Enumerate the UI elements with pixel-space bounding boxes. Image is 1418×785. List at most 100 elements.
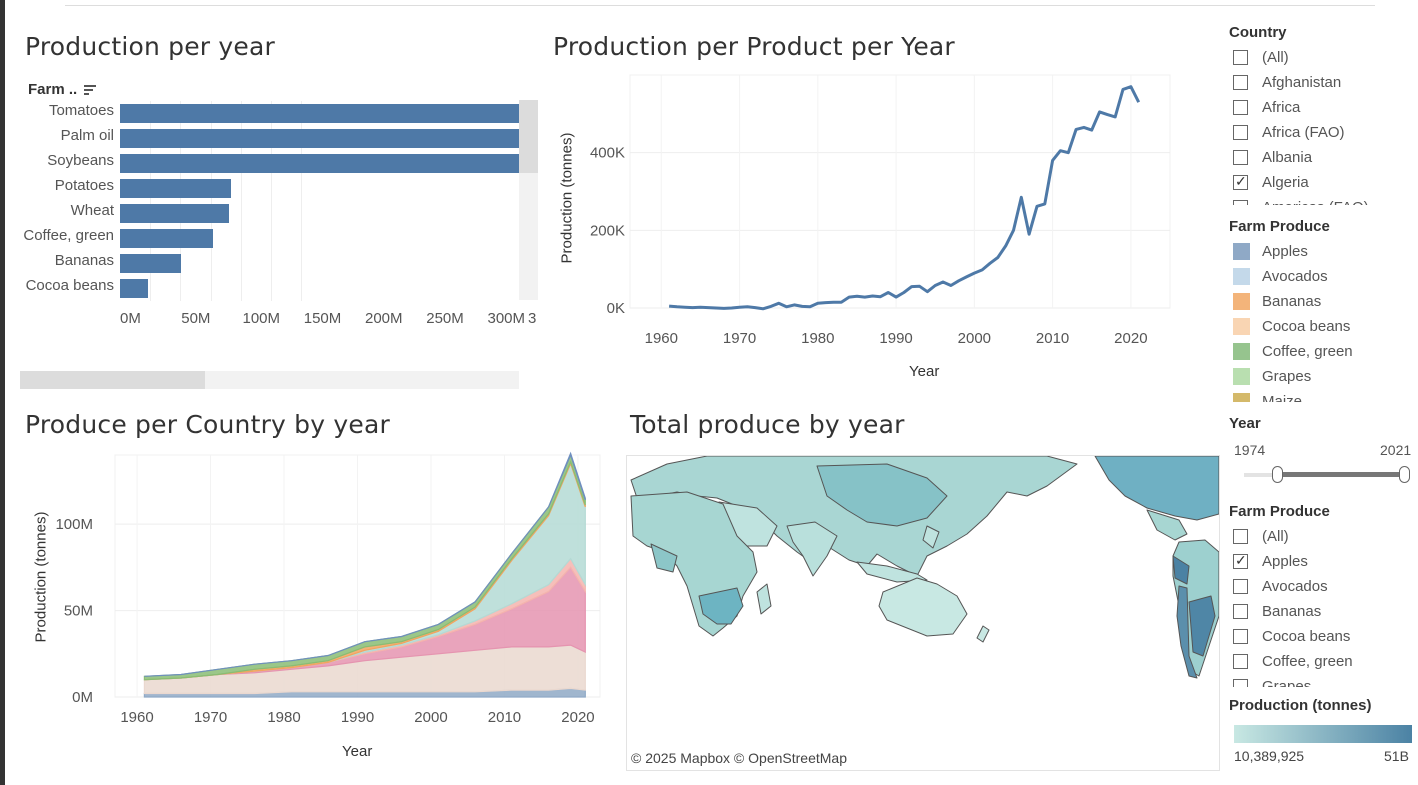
- line-x-tick: 2020: [1114, 330, 1147, 347]
- line-y-tick: 200K: [590, 222, 625, 239]
- bar-wheat[interactable]: [120, 204, 229, 223]
- bar-horizontal-scrollbar[interactable]: [20, 371, 519, 389]
- produce-legend-item[interactable]: Apples: [1233, 239, 1308, 264]
- country-filter-option[interactable]: Albania: [1233, 145, 1312, 170]
- produce-filter-checkbox[interactable]: [1233, 529, 1248, 544]
- produce-filter-checkbox[interactable]: [1233, 679, 1248, 687]
- bar-x-tick: 300M: [487, 310, 526, 327]
- produce-filter-option-label: Grapes: [1262, 678, 1312, 687]
- area-y-tick: 50M: [64, 603, 93, 620]
- country-filter-option-label: (All): [1262, 49, 1289, 66]
- produce-filter-checkbox[interactable]: [1233, 552, 1248, 569]
- produce-legend-item[interactable]: Maize: [1233, 389, 1302, 402]
- country-filter-option[interactable]: Algeria: [1233, 170, 1309, 195]
- bar-bananas[interactable]: [120, 254, 181, 273]
- country-filter-checkbox[interactable]: [1233, 173, 1248, 190]
- country-filter-option-label: Algeria: [1262, 174, 1309, 191]
- map-region-australia: [878, 577, 968, 637]
- line-chart: 0K 200K 400K 1960 1970 1980 1990 2000 2010 2020: [590, 74, 1171, 347]
- line-series[interactable]: [668, 85, 1141, 311]
- map-attribution[interactable]: © 2025 Mapbox © OpenStreetMap: [631, 750, 847, 766]
- year-min-label: 1974: [1234, 442, 1266, 458]
- map-region-eurasia: [630, 456, 1078, 577]
- country-filter-option[interactable]: Americas (FAO): [1233, 195, 1369, 205]
- map-panel-title: Total produce by year: [630, 410, 905, 439]
- produce-filter-option[interactable]: Grapes: [1233, 674, 1311, 687]
- bar-gridline: [301, 101, 303, 301]
- top-divider: [65, 5, 1375, 6]
- produce-filter-checkbox[interactable]: [1233, 604, 1248, 619]
- produce-filter-checkbox[interactable]: [1233, 654, 1248, 669]
- color-legend-gradient: [1234, 725, 1412, 743]
- country-filter-checkbox[interactable]: [1233, 50, 1248, 65]
- window-left-edge: [0, 0, 5, 785]
- color-legend-max: 51B: [1384, 748, 1409, 764]
- bar-category-label: Cocoa beans: [25, 277, 114, 294]
- produce-filter-option-label: Apples: [1262, 553, 1308, 570]
- produce-filter-option[interactable]: Coffee, green: [1233, 649, 1353, 674]
- bar-coffee-green[interactable]: [120, 229, 214, 248]
- line-x-tick: 1960: [645, 330, 678, 347]
- bar-palm-oil[interactable]: [120, 129, 519, 148]
- country-filter-option[interactable]: Afghanistan: [1233, 70, 1341, 95]
- bar-soybeans[interactable]: [120, 154, 519, 173]
- country-filter-checkbox[interactable]: [1233, 75, 1248, 90]
- bar-field-header[interactable]: Farm ..: [28, 81, 97, 98]
- year-slider-max-handle[interactable]: [1399, 466, 1410, 483]
- produce-legend-swatch: [1233, 243, 1250, 260]
- bar-vertical-scroll-thumb[interactable]: [519, 100, 538, 173]
- country-filter-option[interactable]: Africa (FAO): [1233, 120, 1345, 145]
- produce-filter-checkbox[interactable]: [1233, 629, 1248, 644]
- produce-legend-item[interactable]: Bananas: [1233, 289, 1321, 314]
- bar-gridline: [210, 101, 212, 301]
- country-filter-option[interactable]: Africa: [1233, 95, 1300, 120]
- produce-filter-option[interactable]: Cocoa beans: [1233, 624, 1350, 649]
- country-filter-option[interactable]: (All): [1233, 45, 1289, 70]
- sort-descending-icon[interactable]: [84, 84, 97, 96]
- produce-legend-label: Avocados: [1262, 268, 1328, 285]
- area-x-tick: 1970: [194, 709, 227, 726]
- produce-legend-item[interactable]: Cocoa beans: [1233, 314, 1350, 339]
- produce-legend-item[interactable]: Avocados: [1233, 264, 1328, 289]
- produce-legend-swatch: [1233, 318, 1250, 335]
- area-x-tick: 2010: [488, 709, 521, 726]
- map-region-new-zealand: [976, 625, 990, 643]
- bar-category-label: Soybeans: [47, 152, 114, 169]
- produce-filter-option[interactable]: (All): [1233, 524, 1289, 549]
- color-legend-title: Production (tonnes): [1229, 697, 1372, 714]
- produce-filter-checkbox[interactable]: [1233, 579, 1248, 594]
- bar-category-label: Bananas: [54, 252, 114, 269]
- map-region-north-america: [1094, 456, 1219, 521]
- bar-panel-title: Production per year: [25, 32, 276, 61]
- line-y-tick: 0K: [607, 300, 625, 317]
- map-region-china: [816, 463, 948, 527]
- world-map[interactable]: © 2025 Mapbox © OpenStreetMap: [626, 455, 1220, 771]
- produce-filter-list[interactable]: (All) Apples Avocados Bananas Cocoa beans Cof…: [1233, 524, 1418, 687]
- map-region-peru: [1172, 555, 1190, 585]
- produce-filter-option[interactable]: Avocados: [1233, 574, 1328, 599]
- bar-potatoes[interactable]: [120, 179, 232, 198]
- bar-field-label: Farm ..: [28, 81, 78, 98]
- bar-horizontal-scroll-thumb[interactable]: [20, 371, 205, 389]
- produce-filter-option[interactable]: Bananas: [1233, 599, 1321, 624]
- bar-vertical-scrollbar[interactable]: [519, 100, 538, 300]
- bar-cocoa-beans[interactable]: [120, 279, 148, 298]
- country-filter-list[interactable]: (All) Afghanistan Africa Africa (FAO) Albani…: [1233, 45, 1418, 205]
- bar-tomatoes[interactable]: [120, 104, 519, 123]
- produce-legend-item[interactable]: Grapes: [1233, 364, 1311, 389]
- country-filter-checkbox[interactable]: [1233, 100, 1248, 115]
- country-filter-checkbox[interactable]: [1233, 125, 1248, 140]
- country-filter-checkbox[interactable]: [1233, 200, 1248, 205]
- area-series-7[interactable]: [144, 451, 586, 677]
- year-slider-min-handle[interactable]: [1271, 466, 1283, 483]
- line-panel-title: Production per Product per Year: [553, 32, 955, 61]
- line-x-tick: 1980: [801, 330, 834, 347]
- produce-legend-swatch: [1233, 268, 1250, 285]
- bar-category-label: Potatoes: [54, 177, 114, 194]
- produce-color-legend[interactable]: Apples Avocados Bananas Cocoa beans Coffee, …: [1233, 239, 1418, 402]
- country-filter-checkbox[interactable]: [1233, 150, 1248, 165]
- bar-plot-area: [120, 101, 519, 301]
- year-range-slider[interactable]: [1244, 466, 1410, 484]
- produce-legend-item[interactable]: Coffee, green: [1233, 339, 1353, 364]
- produce-filter-option[interactable]: Apples: [1233, 549, 1308, 574]
